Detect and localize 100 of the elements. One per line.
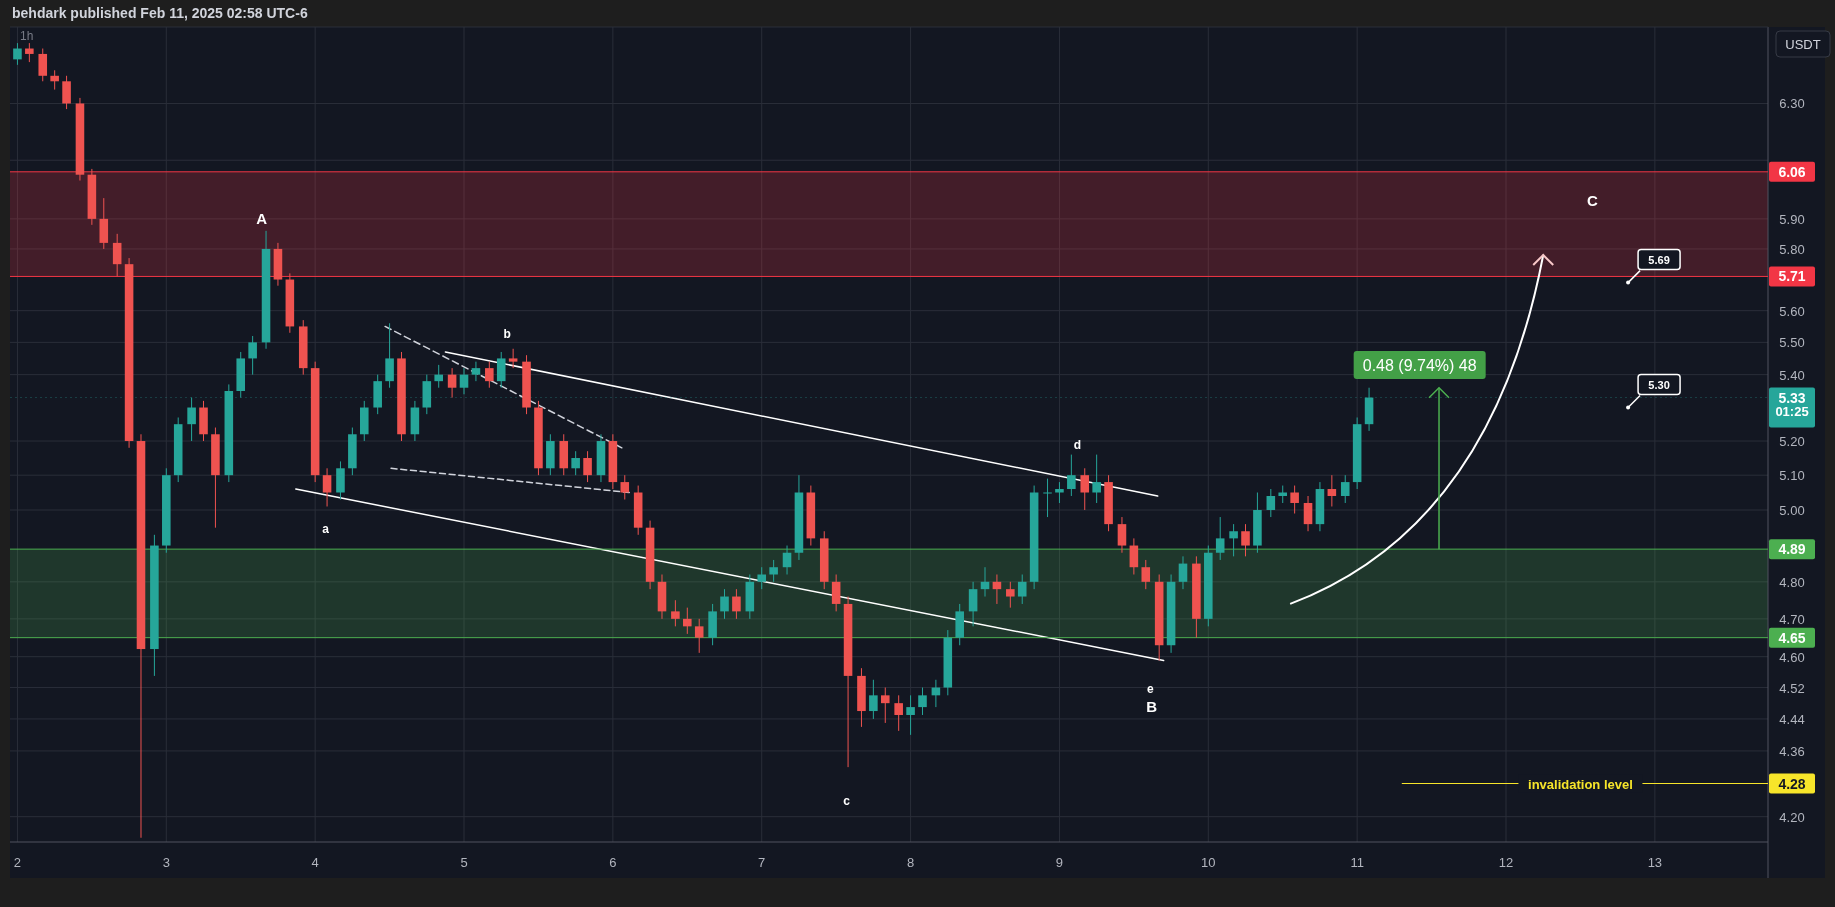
text: 01:25 <box>1775 403 1809 419</box>
annotation: invalidation level <box>1528 776 1633 792</box>
candlestick <box>1092 454 1101 504</box>
annotation: 5.69 <box>1648 253 1670 266</box>
y-tick-label: 4.60 <box>1779 649 1805 665</box>
candlestick <box>880 687 890 724</box>
candlestick <box>968 581 978 627</box>
annotation: C <box>1586 192 1598 210</box>
candlestick <box>385 322 394 389</box>
candlestick <box>38 48 48 82</box>
candlestick <box>1303 495 1313 532</box>
candlestick <box>1080 467 1090 511</box>
chart-subtitle: 1h <box>20 29 34 43</box>
x-tick-label: 7 <box>758 855 766 870</box>
candlestick <box>322 467 332 507</box>
y-tick-label: 5.60 <box>1779 303 1805 319</box>
candlestick <box>571 450 580 476</box>
candlestick <box>434 364 443 389</box>
candlestick <box>1229 523 1238 557</box>
x-tick-label: 4 <box>311 855 319 870</box>
annotation: B <box>1146 698 1158 716</box>
candlestick <box>1117 516 1127 554</box>
candlestick <box>50 69 59 91</box>
candlestick <box>1043 478 1052 518</box>
candlestick <box>757 566 767 590</box>
ref-line-label: 4.89 <box>1778 541 1806 558</box>
y-tick-label: 4.20 <box>1779 809 1805 825</box>
x-tick-label: 9 <box>1055 855 1064 870</box>
candlestick <box>918 687 927 716</box>
candlestick <box>671 599 680 627</box>
candlestick <box>1340 474 1350 504</box>
ref-line-label: 4.65 <box>1778 629 1806 646</box>
candlestick <box>25 42 34 63</box>
y-axis-title: USDT <box>1785 37 1821 52</box>
y-tick-label: 5.90 <box>1779 211 1805 227</box>
candlestick <box>187 397 196 442</box>
y-tick-label: 4.52 <box>1779 680 1805 696</box>
annotation: e <box>1146 681 1154 696</box>
candlestick <box>782 545 792 575</box>
candlestick <box>1141 559 1151 590</box>
candlestick <box>1017 574 1027 605</box>
candlestick <box>471 361 481 382</box>
candlestick <box>485 361 494 389</box>
candlestick <box>831 574 841 612</box>
candlestick <box>732 588 741 620</box>
candlestick <box>1129 537 1139 575</box>
x-tick-label: 2 <box>13 855 22 870</box>
ref-line-label: 5.71 <box>1778 268 1806 285</box>
candlestick <box>1327 474 1337 507</box>
candlestick <box>694 618 704 654</box>
ref-line-label: 6.06 <box>1778 163 1806 180</box>
y-tick-label: 5.20 <box>1779 434 1805 450</box>
candlestick <box>447 367 457 399</box>
candlestick <box>869 679 878 720</box>
candlestick <box>496 351 506 389</box>
annotation: d <box>1073 438 1081 453</box>
candlestick <box>112 233 122 277</box>
x-tick-label: 3 <box>162 855 170 870</box>
y-tick-label: 5.50 <box>1779 335 1805 351</box>
candlestick <box>1006 581 1015 609</box>
candlestick <box>459 367 469 395</box>
candlestick <box>1266 488 1276 518</box>
candlestick <box>894 694 903 732</box>
annotation: A <box>256 209 268 227</box>
candlestick <box>720 588 729 620</box>
y-tick-label: 4.44 <box>1779 711 1805 727</box>
x-tick-label: 11 <box>1350 855 1364 870</box>
annotation: c <box>843 794 851 809</box>
candlestick <box>1067 454 1076 497</box>
y-tick-label: 5.00 <box>1779 503 1805 519</box>
y-tick-label: 4.36 <box>1779 743 1805 759</box>
candlestick <box>1055 481 1064 504</box>
x-tick-label: 8 <box>906 855 915 870</box>
candlestick <box>769 559 778 583</box>
annotation: 5.30 <box>1648 378 1670 391</box>
candlestick <box>1215 516 1225 561</box>
x-tick-label: 10 <box>1201 855 1216 870</box>
candlestick <box>1178 555 1188 590</box>
y-tick-label: 5.10 <box>1779 468 1805 484</box>
candlestick <box>13 42 22 66</box>
annotation: a <box>322 521 330 536</box>
candlestick <box>906 694 915 736</box>
x-tick-label: 6 <box>609 855 617 870</box>
candlestick <box>1241 523 1250 557</box>
candlestick <box>683 607 692 635</box>
ref-line-label: 5.33 <box>1778 389 1806 406</box>
y-tick-label: 4.70 <box>1779 611 1805 627</box>
y-tick-label: 6.30 <box>1779 96 1805 112</box>
candlestick <box>583 450 592 483</box>
y-tick-label: 4.80 <box>1779 574 1805 590</box>
chart-title: behdark published Feb 11, 2025 02:58 UTC-6 <box>12 5 308 21</box>
annotation: 0.48 (9.74%) 48 <box>1362 356 1477 374</box>
y-tick-label: 5.80 <box>1779 241 1805 257</box>
candlestick <box>620 474 630 500</box>
candlestick <box>508 348 518 369</box>
x-tick-label: 13 <box>1647 855 1663 870</box>
annotation: b <box>503 326 511 341</box>
ref-line-label: 4.28 <box>1778 775 1806 792</box>
y-tick-label: 5.40 <box>1779 367 1805 383</box>
x-tick-label: 5 <box>460 855 468 870</box>
